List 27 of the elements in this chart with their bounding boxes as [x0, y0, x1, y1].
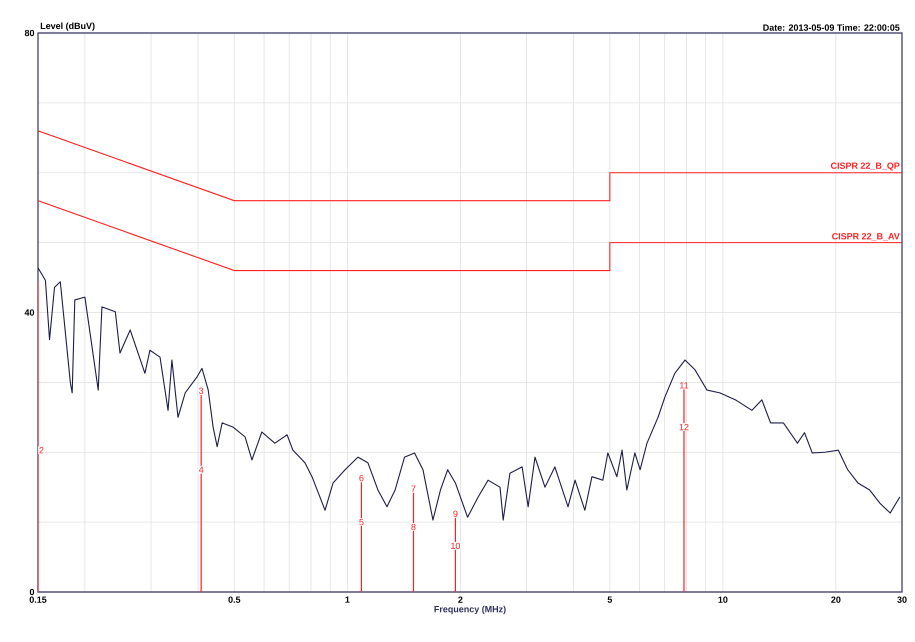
series-label: CISPR 22_B_QP [830, 162, 900, 171]
x-tick-label: 0.15 [30, 596, 46, 603]
y-tick-label: 80 [24, 30, 34, 36]
annotation: 3 [199, 388, 204, 394]
annotation: 5 [359, 518, 364, 526]
annotation: 2 [39, 447, 44, 454]
y-axis-title: Level (dBuV) [40, 22, 95, 31]
x-tick-label: 2 [458, 596, 463, 603]
annotation: 7 [411, 486, 416, 492]
x-tick-label: 5 [608, 596, 612, 603]
annotation: 11 [680, 382, 688, 388]
chart-title: Date: 2013-05-09 Time: 22:00:05 [763, 24, 900, 31]
x-axis-title: Frequency (MHz) [434, 606, 506, 614]
annotation: 10 [451, 542, 460, 550]
x-tick-label: 1 [345, 596, 350, 603]
x-tick-label: 0.5 [228, 596, 240, 603]
annotation: 12 [680, 424, 689, 430]
y-tick-label: 0 [30, 588, 34, 596]
annotation: 4 [198, 466, 204, 473]
annotation: 9 [453, 510, 458, 517]
series-label: CISPR 22_B_AV [832, 233, 900, 240]
x-tick-label: 10 [718, 596, 728, 603]
annotation: 6 [359, 474, 364, 482]
x-tick-label: 30 [897, 596, 907, 603]
y-tick-label: 40 [24, 309, 34, 316]
annotation: 8 [411, 524, 416, 530]
x-tick-label: 20 [831, 596, 840, 603]
